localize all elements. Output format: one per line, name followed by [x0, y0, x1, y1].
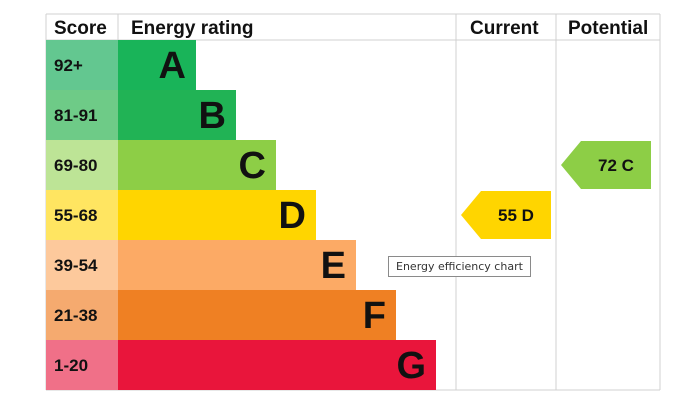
current-header: Current — [470, 18, 539, 39]
rating-letter: E — [321, 245, 346, 287]
current-rating-arrow — [461, 191, 551, 239]
potential-rating-label: 72 C — [598, 156, 634, 175]
rating-letter: B — [199, 95, 226, 137]
rating-bar — [118, 140, 276, 190]
score-cell — [46, 340, 118, 390]
rating-bar — [118, 90, 236, 140]
score-range-label: 21-38 — [54, 306, 97, 325]
score-cell — [46, 140, 118, 190]
score-range-label: 81-91 — [54, 106, 97, 125]
rating-arrows: 55 D 72 C — [461, 141, 651, 239]
rating-letter: F — [363, 295, 386, 337]
score-range-label: 39-54 — [54, 256, 98, 275]
chart-headers: Score Energy rating Current Potential — [54, 18, 648, 39]
potential-rating-arrow — [561, 141, 651, 189]
energy-rating-header: Energy rating — [131, 18, 253, 39]
score-cell — [46, 40, 118, 90]
score-cell — [46, 90, 118, 140]
rating-bands: 92+ A 81-91 B 69-80 C 55-68 D 39-54 E 21-38 F 1-20 G — [46, 40, 436, 390]
score-cell — [46, 190, 118, 240]
rating-bar — [118, 240, 356, 290]
score-range-label: 92+ — [54, 56, 83, 75]
chart-tooltip: Energy efficiency chart — [388, 256, 531, 277]
score-range-label: 1-20 — [54, 356, 88, 375]
rating-letter: D — [279, 195, 306, 237]
rating-bar — [118, 340, 436, 390]
score-range-label: 69-80 — [54, 156, 97, 175]
rating-bar — [118, 190, 316, 240]
rating-letter: C — [239, 145, 266, 187]
potential-header: Potential — [568, 18, 648, 39]
score-header: Score — [54, 18, 107, 39]
current-rating-label: 55 D — [498, 206, 534, 225]
rating-letter: G — [396, 345, 426, 387]
rating-bar — [118, 290, 396, 340]
score-cell — [46, 290, 118, 340]
rating-letter: A — [159, 45, 186, 87]
rating-bar — [118, 40, 196, 90]
score-range-label: 55-68 — [54, 206, 97, 225]
score-cell — [46, 240, 118, 290]
